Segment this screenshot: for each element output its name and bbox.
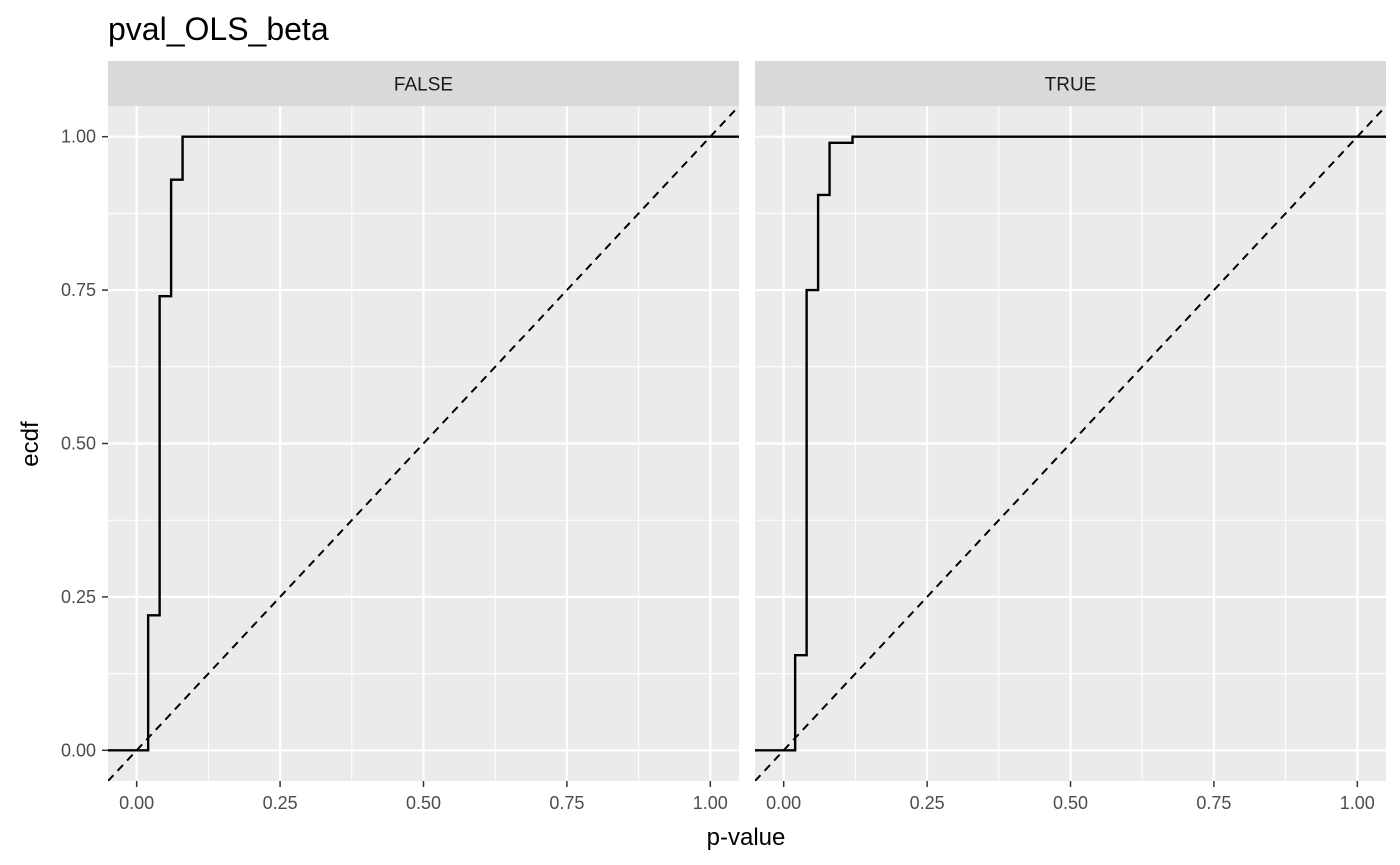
- ecdf-series-line: [755, 135, 1386, 752]
- facet-panels: FALSE 0.00 0.25 0.50 0.75 1.00 0.00 0.25 0.50 0.7…: [61, 61, 1386, 813]
- y-tick-label: 1.00: [61, 127, 96, 147]
- reference-line: [108, 106, 739, 781]
- x-tick-label: 0.00: [766, 793, 801, 813]
- facet-strip: [108, 61, 739, 106]
- y-tick-label: 0.75: [61, 280, 96, 300]
- y-tick-label: 0.00: [61, 740, 96, 760]
- ecdf-series-line: [108, 135, 739, 752]
- y-tick-label: 0.50: [61, 434, 96, 454]
- x-tick-label: 0.25: [910, 793, 945, 813]
- facet-strip: [755, 61, 1386, 106]
- facet-strip-label: TRUE: [1045, 75, 1097, 96]
- x-tick-label: 0.50: [1053, 793, 1088, 813]
- x-tick-label: 0.75: [1196, 793, 1231, 813]
- x-axis-title: p-value: [707, 824, 786, 851]
- x-tick-label: 0.25: [263, 793, 298, 813]
- y-axis-title: ecdf: [17, 421, 44, 467]
- panel-false: FALSE 0.00 0.25 0.50 0.75 1.00 0.00 0.25 0.50 0.7…: [61, 61, 739, 813]
- x-tick-label: 0.50: [406, 793, 441, 813]
- x-tick-label: 0.00: [119, 793, 154, 813]
- x-tick-label: 0.75: [549, 793, 584, 813]
- y-tick-label: 0.25: [61, 587, 96, 607]
- x-tick-label: 1.00: [693, 793, 728, 813]
- facet-strip-label: FALSE: [394, 75, 453, 96]
- panel-true: TRUE 0.00 0.25 0.50 0.75 1.00: [755, 61, 1386, 813]
- reference-line: [755, 106, 1386, 781]
- chart-title: pval_OLS_beta: [108, 11, 329, 47]
- x-tick-label: 1.00: [1340, 793, 1375, 813]
